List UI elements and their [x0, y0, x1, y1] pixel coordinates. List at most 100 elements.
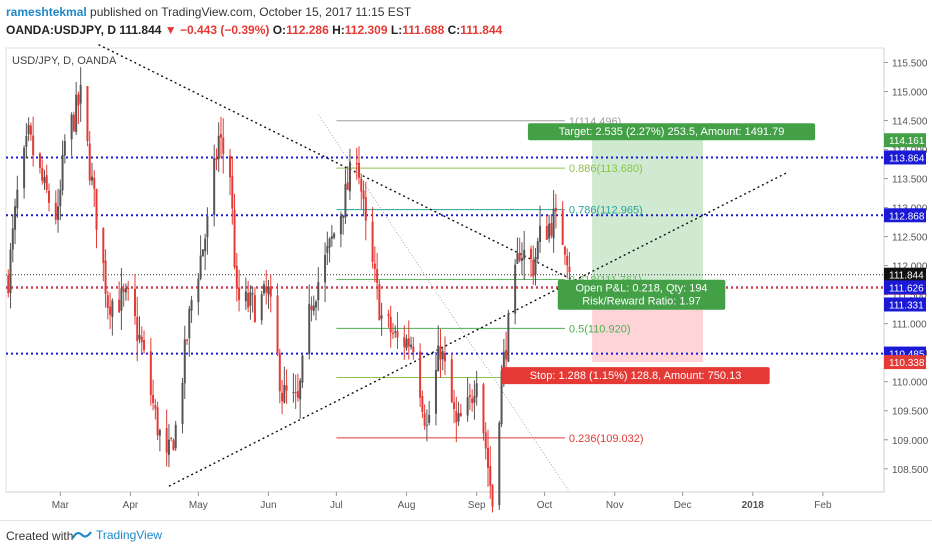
candle-body: [552, 208, 555, 239]
candle-body: [471, 398, 474, 403]
candle-body: [124, 288, 127, 293]
candle-body: [77, 94, 80, 106]
fib-level-label: 0.886(113.680): [569, 163, 643, 175]
candle-body: [348, 161, 351, 192]
candle-body: [251, 293, 254, 295]
candle-body: [133, 288, 136, 317]
candle-body: [310, 305, 313, 311]
candle-body: [568, 266, 571, 273]
candle-body: [396, 331, 399, 338]
candle-body: [523, 249, 526, 260]
candle-body: [529, 248, 532, 259]
candle-body: [308, 303, 311, 354]
price-tag-label: 113.864: [889, 153, 925, 164]
price-tag-bg: [884, 133, 926, 148]
candle-body: [473, 396, 476, 403]
candle-body: [394, 331, 397, 333]
candle-body: [154, 405, 157, 409]
y-tick-label: 111.500: [892, 291, 927, 302]
price-tag-label: 112.868: [889, 211, 925, 222]
y-tick-label: 114.500: [892, 117, 928, 128]
pnl-label-text: Risk/Reward Ratio: 1.97: [582, 296, 701, 308]
candle-body: [143, 340, 146, 350]
open-value: 112.286: [286, 23, 329, 37]
candle-body: [301, 355, 304, 383]
candle-body: [371, 221, 374, 263]
candle-body: [317, 281, 320, 301]
trendline: [168, 172, 788, 487]
candle-body: [109, 306, 112, 315]
candle-body: [247, 292, 250, 308]
candle-body: [391, 332, 394, 334]
candle-body: [27, 124, 30, 135]
candle-body: [38, 153, 41, 168]
last-price: 111.844: [119, 23, 162, 37]
fib-level-label: 0.5(110.920): [569, 323, 631, 335]
candle-body: [204, 238, 207, 252]
candle-body: [45, 175, 48, 190]
created-with-text: Created with: [6, 529, 74, 543]
candle-body: [136, 317, 139, 342]
candle-body: [475, 383, 478, 398]
candle-body: [265, 286, 268, 293]
high-label: H:: [332, 23, 345, 37]
candle-body: [244, 291, 247, 302]
candle-body: [536, 241, 539, 259]
chart-area[interactable]: USD/JPY, D, OANDA 115.500 115.000 114.500 11…: [0, 44, 932, 520]
candle-body: [140, 336, 143, 343]
candle-body: [434, 370, 437, 414]
candle-body: [118, 299, 121, 313]
fib-diagonal-line: [318, 114, 570, 493]
candle-body: [439, 346, 442, 360]
candle-body: [120, 288, 123, 311]
candle-body: [201, 249, 204, 257]
candle-body: [453, 402, 456, 410]
target-label-text: Target: 2.535 (2.27%) 253.5, Amount: 149…: [559, 126, 785, 138]
candle-body: [167, 439, 170, 455]
tradingview-brand[interactable]: TradingView: [96, 528, 163, 542]
x-tick-label: Jun: [260, 500, 276, 511]
target-label: Target: 2.535 (2.27%) 253.5, Amount: 149…: [527, 123, 816, 141]
symbol-name: OANDA:USDJPY, D: [6, 23, 117, 37]
price-change: ▼ −0.443 (−0.39%): [164, 23, 270, 37]
candle-body: [233, 209, 236, 268]
candle-body: [459, 412, 462, 417]
plot-frame: [5, 47, 885, 493]
candle-body: [539, 225, 542, 242]
candle-body: [70, 114, 73, 140]
candle-body: [47, 190, 50, 203]
candle-body: [217, 135, 220, 160]
candle-body: [441, 351, 444, 360]
candle-body: [106, 295, 109, 308]
candle-body: [267, 286, 270, 295]
fib-level-label: 0.236(109.032): [569, 433, 644, 445]
candle-body: [364, 197, 367, 221]
candle-body: [292, 391, 295, 393]
candle-body: [425, 424, 428, 426]
candle-body: [561, 210, 564, 245]
candle-body: [23, 147, 26, 189]
candle-body: [421, 396, 424, 412]
candlestick-chart[interactable]: USD/JPY, D, OANDA 115.500 115.000 114.500 11…: [0, 44, 932, 520]
candle-body: [532, 259, 535, 277]
candle-body: [328, 238, 331, 248]
candle-body: [484, 432, 487, 449]
candle-body: [170, 437, 173, 439]
candle-body: [238, 287, 241, 301]
candle-body: [373, 263, 376, 269]
pnl-label-text: Open P&L: 0.218, Qty: 194: [575, 283, 707, 295]
x-tick-label: Aug: [398, 500, 416, 511]
candle-body: [285, 385, 288, 391]
candle-body: [344, 184, 347, 218]
candle-body: [156, 407, 159, 436]
candle-body: [507, 313, 510, 362]
candle-body: [482, 384, 485, 434]
candle-body: [88, 143, 91, 181]
candle-body: [502, 351, 505, 372]
footer: Created with TradingView: [0, 520, 932, 551]
price-tag-bg: [884, 297, 926, 312]
candle-body: [491, 485, 494, 507]
author-link[interactable]: rameshtekmal: [6, 5, 87, 19]
candle-body: [219, 134, 222, 138]
